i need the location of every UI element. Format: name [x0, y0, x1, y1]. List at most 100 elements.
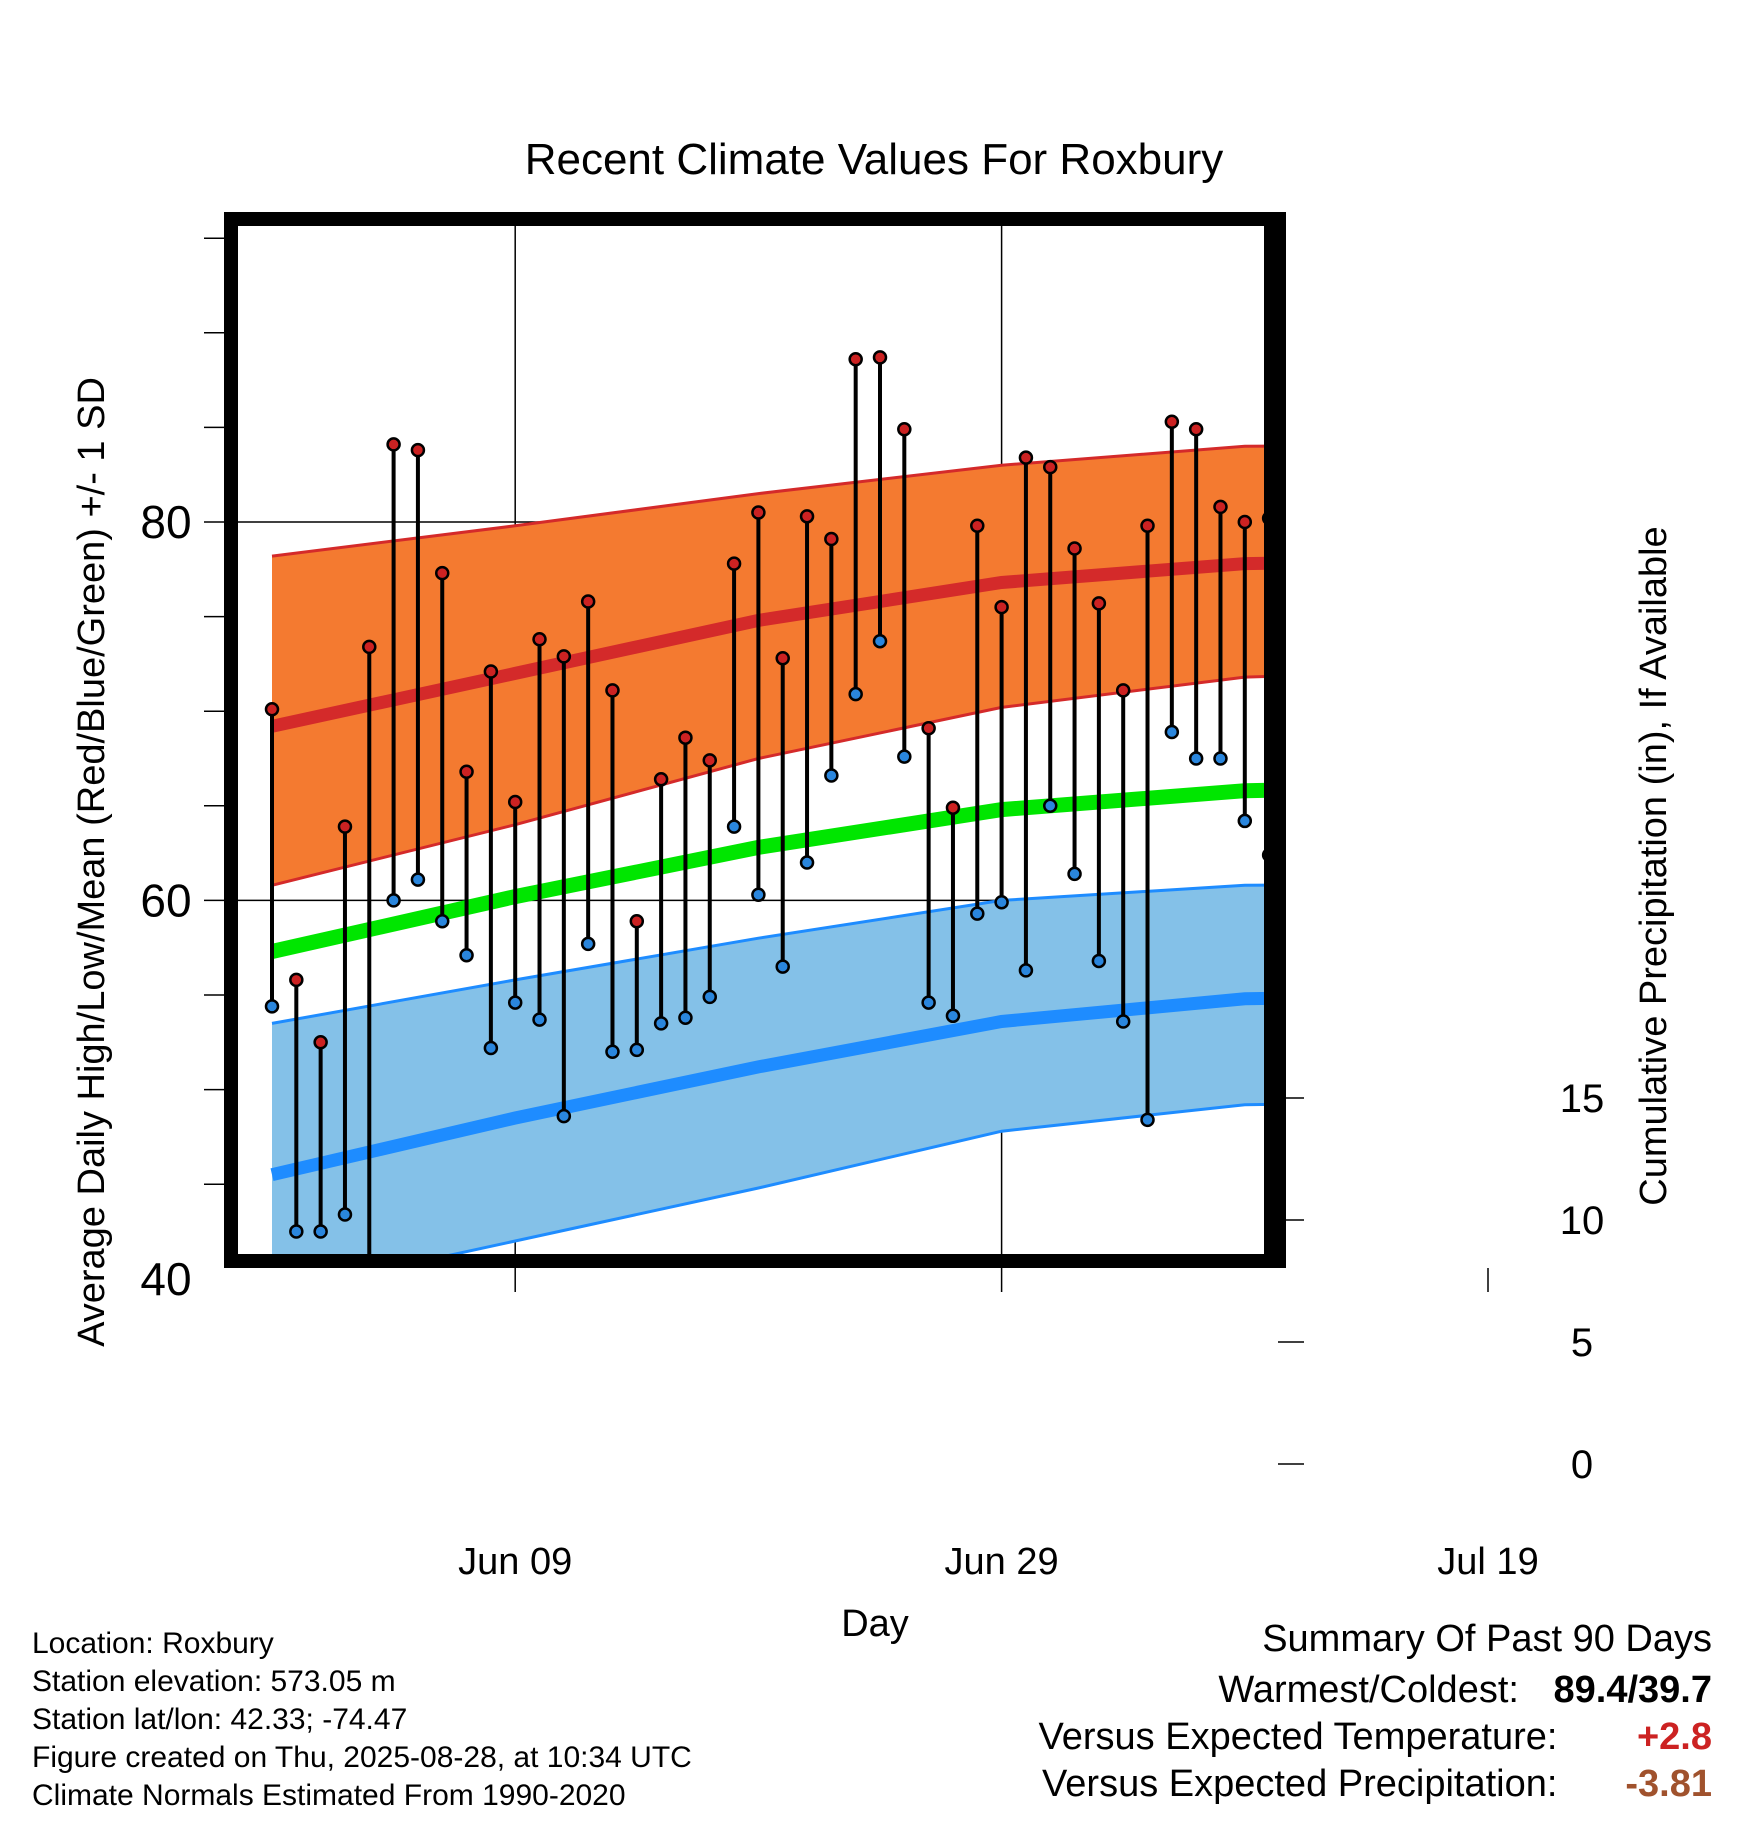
observed-high-point: [1433, 463, 1445, 475]
observed-high-point: [824, 531, 839, 547]
y-tick-label: 80: [140, 496, 191, 548]
observed-low-point: [507, 995, 523, 1010]
observed-high-point: [1360, 491, 1372, 503]
observed-high-point: [921, 720, 936, 736]
observed-low-point: [1385, 866, 1397, 878]
observed-low-point: [532, 1012, 547, 1027]
observed-low-point: [556, 1108, 572, 1124]
location-text: Location: Roxbury: [32, 1627, 274, 1660]
observed-low-point: [410, 872, 426, 887]
observed-high-point: [1701, 391, 1713, 403]
observed-high-point: [386, 437, 401, 452]
observed-low-point: [702, 989, 718, 1005]
normal-low-sd-upper-line: [271, 883, 1270, 1025]
observed-low-point: [289, 1224, 304, 1239]
observed-low-point: [848, 686, 863, 702]
y2-tick-label: 15: [1560, 1077, 1605, 1121]
observed-high-point: [1237, 514, 1253, 530]
observed-high-point: [1725, 350, 1737, 362]
y2-axis-label: Cumulative Precipitation (in), If Availa…: [1633, 526, 1675, 1205]
observed-low-point: [653, 1016, 669, 1031]
observed-high-point: [1188, 422, 1204, 437]
observed-low-point: [264, 999, 280, 1014]
chart-title: Recent Climate Values For Roxbury: [525, 135, 1224, 184]
observed-high-point: [532, 632, 547, 647]
observed-high-point: [970, 518, 985, 534]
observed-low-point: [1115, 1014, 1131, 1029]
y2-tick-label: 5: [1571, 1321, 1593, 1365]
observed-high-point: [1482, 524, 1494, 536]
observed-high-point: [994, 599, 1009, 615]
precip-versus-label: Versus Expected Precipitation:: [1042, 1763, 1558, 1805]
normal-high-sd-upper-line: [271, 444, 1270, 558]
summary-title: Summary Of Past 90 Days: [1262, 1618, 1712, 1660]
observed-high-point: [629, 913, 645, 929]
observed-high-point: [702, 753, 718, 768]
observed-low-point: [1164, 724, 1180, 740]
observed-high-point: [507, 794, 523, 810]
observed-high-point: [313, 1035, 328, 1050]
observed-high-point: [775, 650, 790, 666]
observed-high-point: [1213, 499, 1228, 515]
x-tick-label: Jun 09: [458, 1541, 572, 1583]
y-axis-label: Average Daily High/Low/Mean (Red/Blue/Gr…: [71, 377, 113, 1347]
observed-high-point: [1018, 450, 1034, 465]
observed-low-point: [1555, 1133, 1567, 1145]
observed-high-point: [362, 639, 377, 655]
normals-text: Climate Normals Estimated From 1990-2020: [32, 1779, 626, 1812]
observed-high-point: [1312, 499, 1324, 511]
observed-high-point: [751, 505, 766, 520]
observed-low-point: [1725, 807, 1737, 819]
observed-low-point: [775, 959, 790, 974]
observed-high-point: [1555, 675, 1567, 687]
observed-high-point: [897, 422, 912, 437]
precip-area: [272, 1213, 1748, 1464]
observed-high-point: [1531, 679, 1543, 691]
latlon-text: Station lat/lon: 42.33; -74.47: [32, 1703, 408, 1736]
observed-high-point: [1677, 525, 1689, 537]
normal-high-mean-line: [270, 556, 1270, 733]
observed-high-point: [434, 565, 450, 581]
observed-high-point: [945, 800, 961, 815]
observed-high-point: [678, 730, 693, 745]
observed-low-point: [1677, 798, 1689, 810]
observed-high-point: [264, 702, 280, 717]
summary-panel: Summary Of Past 90 Days Warmest/Coldest:…: [1039, 1618, 1712, 1806]
x-tick-label: Jun 29: [945, 1541, 1059, 1583]
observed-low-point: [1213, 751, 1228, 766]
normal-low-band: [272, 885, 1270, 1260]
observed-low-point: [1042, 798, 1058, 814]
observed-high-point: [726, 556, 742, 571]
observed-low-point: [945, 1008, 961, 1024]
observed-high-point: [459, 764, 474, 779]
observed-high-point: [1067, 541, 1082, 556]
observed-low-point: [1360, 815, 1372, 827]
observed-low-point: [970, 906, 985, 921]
normal-mean-line: [270, 782, 1270, 959]
observed-low-point: [1140, 1112, 1155, 1128]
observed-high-point: [289, 972, 304, 988]
observed-high-point: [799, 509, 815, 524]
observed-low-point: [337, 1207, 353, 1222]
observed-high-point: [1652, 488, 1664, 500]
precip-versus-value: -3.81: [1625, 1763, 1712, 1805]
observed-low-point: [1433, 809, 1445, 821]
observed-low-point: [726, 819, 742, 834]
observed-low-point: [921, 995, 936, 1010]
observed-low-point: [1018, 963, 1034, 978]
temp-versus-value: +2.8: [1636, 1716, 1712, 1758]
observed-high-point: [1042, 459, 1058, 475]
normal-low-sd-lower-line: [420, 1102, 1270, 1260]
observed-high-point: [1385, 467, 1397, 479]
warmest-coldest-label: Warmest/Coldest:: [1218, 1669, 1519, 1711]
observed-high-point: [1458, 684, 1470, 696]
observed-high-point: [1115, 683, 1131, 698]
observed-high-point: [1336, 514, 1348, 526]
normal-high-band: [272, 446, 1270, 886]
observed-low-point: [1067, 866, 1082, 882]
normal-low-mean-line: [270, 991, 1270, 1182]
observed-low-point: [1237, 813, 1253, 829]
y2-tick-label: 0: [1571, 1443, 1593, 1487]
